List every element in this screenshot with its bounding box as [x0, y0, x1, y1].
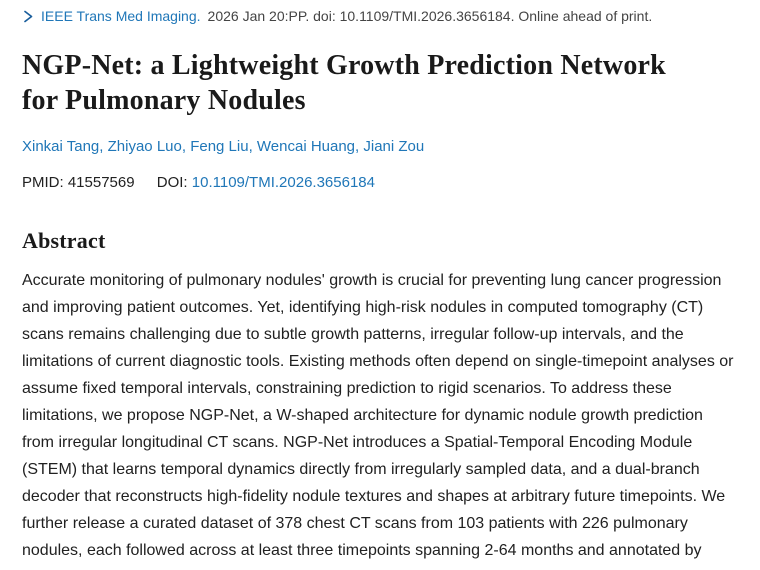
- abstract-heading: Abstract: [22, 228, 106, 253]
- author-link[interactable]: Zhiyao Luo: [107, 138, 182, 155]
- pmid-value: 41557569: [67, 174, 135, 191]
- journal-link[interactable]: IEEE Trans Med Imaging.: [41, 8, 201, 24]
- abstract-body: Accurate monitoring of pulmonary nodules…: [22, 272, 734, 570]
- abstract-text: Accurate monitoring of pulmonary nodules…: [22, 267, 738, 570]
- author-separator: ,: [355, 138, 364, 155]
- author-separator: ,: [99, 138, 108, 155]
- author-link[interactable]: Feng Liu: [190, 138, 249, 155]
- identifiers-line: PMID: 41557569 DOI: 10.1109/TMI.2026.365…: [22, 173, 738, 193]
- article-title: NGP-Net: a Lightweight Growth Prediction…: [22, 50, 666, 116]
- doi-label: DOI:: [156, 174, 188, 191]
- author-separator: ,: [181, 138, 191, 155]
- chevron-right-icon[interactable]: [22, 10, 34, 23]
- author-link[interactable]: Jiani Zou: [363, 138, 425, 155]
- author-link[interactable]: Xinkai Tang: [22, 138, 100, 155]
- doi-group: DOI: 10.1109/TMI.2026.3656184: [157, 174, 375, 191]
- author-separator: ,: [248, 138, 257, 155]
- citation-details: 2026 Jan 20:PP. doi: 10.1109/TMI.2026.36…: [207, 8, 653, 24]
- author-link[interactable]: Wencai Huang: [256, 138, 356, 155]
- journal-citation: IEEE Trans Med Imaging. 2026 Jan 20:PP. …: [22, 6, 738, 26]
- doi-link[interactable]: 10.1109/TMI.2026.3656184: [191, 174, 375, 191]
- authors-list: Xinkai Tang, Zhiyao Luo, Feng Liu, Wenca…: [22, 137, 738, 157]
- pmid-label: PMID:: [22, 174, 64, 191]
